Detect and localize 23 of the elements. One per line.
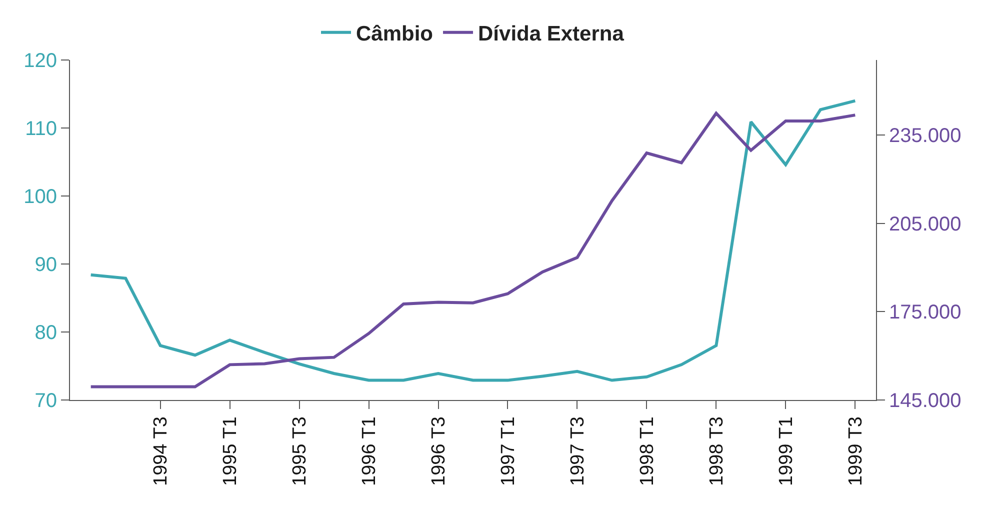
- x-tick-label: 1998 T3: [706, 416, 728, 486]
- x-tick-label: 1997 T3: [567, 416, 588, 486]
- y-tick-label: 90: [34, 254, 57, 276]
- x-tick-label: 1997 T1: [498, 416, 519, 486]
- x-tick-label: 1998 T1: [636, 416, 658, 486]
- y-tick-label: 100: [24, 186, 57, 208]
- x-tick-label: 1994 T3: [150, 416, 172, 486]
- y-tick-label: 70: [34, 390, 57, 412]
- x-tick-label: 1999 T3: [845, 416, 866, 486]
- x-tick-label: 1996 T3: [428, 416, 450, 486]
- x-tick-label: 1995 T3: [289, 416, 310, 486]
- y-tick-label: 80: [34, 322, 57, 344]
- x-tick-label: 1999 T1: [776, 416, 797, 486]
- x-tick-label: 1996 T1: [358, 416, 380, 486]
- y2-tick-label: 175.000: [889, 302, 962, 324]
- y-tick-label: 120: [24, 50, 57, 72]
- legend-label: Câmbio: [356, 22, 434, 46]
- y-tick-label: 110: [25, 118, 57, 140]
- y2-tick-label: 205.000: [889, 213, 962, 236]
- y2-tick-label: 145.000: [889, 390, 962, 412]
- y2-tick-label: 235.000: [889, 125, 962, 148]
- legend-label: Dívida Externa: [478, 22, 624, 46]
- x-tick-label: 1995 T1: [220, 416, 241, 486]
